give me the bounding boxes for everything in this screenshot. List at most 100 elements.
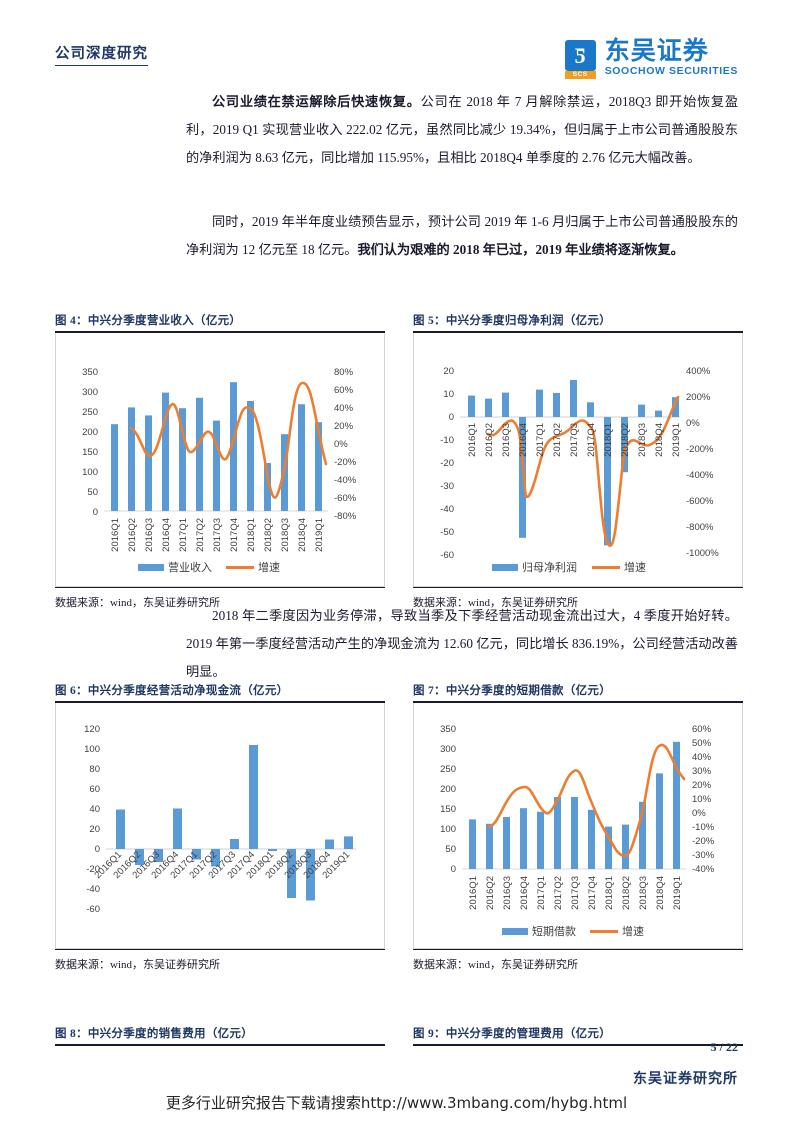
- svg-text:0: 0: [93, 507, 98, 518]
- svg-text:60%: 60%: [692, 724, 712, 735]
- svg-text:增速: 增速: [624, 560, 646, 574]
- svg-text:-60%: -60%: [334, 493, 357, 504]
- figure-6-svg: 120 100 80 60 40 20 0 -20 -40 -60: [84, 724, 356, 915]
- svg-text:-40%: -40%: [692, 864, 715, 875]
- figure-9: 图 9：中兴分季度的管理费用（亿元）: [413, 1025, 743, 1046]
- svg-text:2017Q1: 2017Q1: [536, 876, 547, 910]
- logo-english-name: SOOCHOW SECURITIES: [604, 65, 738, 77]
- svg-text:2016Q1: 2016Q1: [467, 423, 478, 457]
- figure-4-legend: 营业收入 增速: [138, 560, 280, 574]
- svg-text:300: 300: [82, 387, 98, 398]
- svg-text:-10: -10: [440, 435, 454, 446]
- svg-text:2016Q2: 2016Q2: [484, 423, 495, 457]
- svg-text:0: 0: [451, 864, 456, 875]
- svg-text:2016Q4: 2016Q4: [518, 423, 529, 457]
- svg-text:350: 350: [82, 367, 98, 378]
- svg-text:-20%: -20%: [334, 457, 357, 468]
- figure-5-title: 图 5：中兴分季度归母净利润（亿元）: [413, 312, 743, 333]
- logo-mark-icon: Ƽ SCS: [564, 40, 599, 80]
- svg-text:-200%: -200%: [686, 444, 714, 455]
- svg-text:-600%: -600%: [686, 496, 714, 507]
- svg-text:2019Q1: 2019Q1: [671, 423, 682, 457]
- figure-4-chart: 350 300 250 200 150 100 50 0 80% 60% 40% 20% 0% -…: [55, 333, 385, 587]
- figure-4: 图 4：中兴分季度营业收入（亿元） 350 300 250 200 150 100 50…: [55, 312, 385, 610]
- svg-text:60%: 60%: [334, 385, 354, 396]
- svg-text:2018Q1: 2018Q1: [246, 518, 257, 552]
- svg-text:2016Q1: 2016Q1: [468, 876, 479, 910]
- figure-7-title: 图 7：中兴分季度的短期借款（亿元）: [413, 682, 743, 703]
- svg-text:100: 100: [440, 824, 456, 835]
- paragraph-1-body: 公司在 2018 年 7 月解除禁运，2018Q3 即开始恢复盈利，2019 Q…: [186, 94, 739, 165]
- logo-square-icon: Ƽ: [564, 40, 596, 72]
- svg-text:2017Q2: 2017Q2: [552, 423, 563, 457]
- paragraph-3: 2018 年二季度因为业务停滞，导致当季及下季经营活动现金流出过大，4 季度开始…: [186, 608, 738, 679]
- svg-text:2017Q1: 2017Q1: [178, 518, 189, 552]
- figure-5-chart: 20 10 0 -10 -20 -30 -40 -50 -60 400% 200% 0% -20…: [413, 333, 743, 587]
- svg-text:-400%: -400%: [686, 470, 714, 481]
- svg-text:增速: 增速: [258, 560, 280, 574]
- svg-text:80: 80: [89, 764, 100, 775]
- figure-8: 图 8：中兴分季度的销售费用（亿元）: [55, 1025, 385, 1046]
- svg-text:-60: -60: [86, 904, 100, 915]
- figure-6: 图 6：中兴分季度经营活动净现金流（亿元） 120 100 80 60 40 20 0 -…: [55, 682, 385, 972]
- svg-text:10: 10: [443, 389, 454, 400]
- svg-text:200: 200: [82, 427, 98, 438]
- svg-text:2016Q2: 2016Q2: [127, 518, 138, 552]
- svg-text:2018Q2: 2018Q2: [620, 423, 631, 457]
- svg-text:50: 50: [87, 487, 98, 498]
- figure-7-legend: 短期借款 增速: [502, 924, 644, 938]
- svg-text:50%: 50%: [692, 738, 712, 749]
- svg-text:2016Q3: 2016Q3: [502, 876, 513, 910]
- figure-5-line: [486, 395, 680, 548]
- page-number: 5 / 22: [710, 1040, 738, 1054]
- svg-text:-50: -50: [440, 527, 454, 538]
- svg-text:-1000%: -1000%: [686, 548, 719, 559]
- svg-text:2017Q4: 2017Q4: [586, 423, 597, 457]
- svg-text:150: 150: [82, 447, 98, 458]
- svg-text:60: 60: [89, 784, 100, 795]
- svg-text:0%: 0%: [686, 418, 700, 429]
- figure-5-bars: [468, 380, 679, 546]
- svg-text:增速: 增速: [622, 924, 644, 938]
- svg-text:-40: -40: [86, 884, 100, 895]
- svg-text:2016Q4: 2016Q4: [161, 518, 172, 552]
- svg-text:2018Q1: 2018Q1: [603, 423, 614, 457]
- svg-text:2017Q4: 2017Q4: [229, 518, 240, 552]
- logo-chinese-name: 东吴证券: [604, 36, 709, 65]
- figure-4-source: 数据来源：wind，东吴证券研究所: [55, 587, 385, 610]
- svg-text:-30%: -30%: [692, 850, 715, 861]
- svg-text:2017Q3: 2017Q3: [569, 423, 580, 457]
- svg-text:20%: 20%: [692, 780, 712, 791]
- figure-7-bars: [469, 741, 680, 869]
- svg-text:400%: 400%: [686, 366, 711, 377]
- svg-text:-40: -40: [440, 504, 454, 515]
- svg-text:2017Q3: 2017Q3: [212, 518, 223, 552]
- svg-text:50: 50: [445, 844, 456, 855]
- figure-7-source: 数据来源：wind，东吴证券研究所: [413, 949, 743, 972]
- figure-4-line: [129, 381, 328, 499]
- svg-text:20: 20: [89, 824, 100, 835]
- svg-text:2018Q1: 2018Q1: [604, 876, 615, 910]
- svg-text:40%: 40%: [692, 752, 712, 763]
- svg-text:30%: 30%: [692, 766, 712, 777]
- svg-text:2016Q2: 2016Q2: [485, 876, 496, 910]
- svg-text:2018Q4: 2018Q4: [655, 876, 666, 910]
- svg-text:-30: -30: [440, 481, 454, 492]
- svg-text:2019Q1: 2019Q1: [314, 518, 325, 552]
- svg-text:80%: 80%: [334, 367, 354, 378]
- svg-text:100: 100: [84, 744, 100, 755]
- company-logo: Ƽ SCS 东吴证券 SOOCHOW SECURITIES: [564, 36, 738, 80]
- figure-7-line: [487, 743, 686, 858]
- svg-text:20: 20: [443, 366, 454, 377]
- svg-text:0: 0: [449, 412, 454, 423]
- svg-text:-40%: -40%: [334, 475, 357, 486]
- figure-6-source: 数据来源：wind，东吴证券研究所: [55, 949, 385, 972]
- svg-text:2016Q1: 2016Q1: [110, 518, 121, 552]
- paragraph-2-conclusion: 我们认为艰难的 2018 年已过，2019 年业绩将逐渐恢复。: [357, 242, 684, 257]
- svg-text:150: 150: [440, 804, 456, 815]
- svg-text:2016Q4: 2016Q4: [519, 876, 530, 910]
- logo-glyph: Ƽ: [574, 42, 586, 68]
- svg-text:0%: 0%: [334, 439, 348, 450]
- svg-text:250: 250: [82, 407, 98, 418]
